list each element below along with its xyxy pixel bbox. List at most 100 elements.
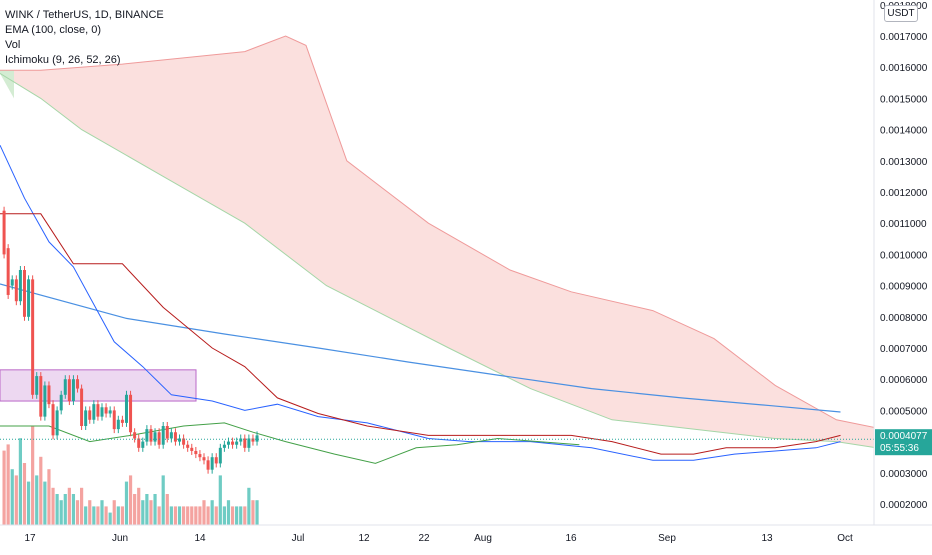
volume-bar [84,506,88,525]
candle [206,460,210,470]
volume-bar [133,494,137,525]
candle [31,279,35,395]
candle [39,376,43,417]
candle [112,410,116,430]
candle [43,385,47,417]
volume-bar [239,506,243,525]
volume-bar [243,506,247,525]
volume-bar [108,512,112,525]
legend-ichimoku[interactable]: Ichimoku (9, 26, 52, 26) [5,54,121,66]
volume-bar [22,463,27,525]
volume-bars [2,425,259,525]
candle [210,457,214,470]
candle [35,376,39,395]
volume-bar [222,506,226,525]
candle [120,419,124,423]
price-tick-label: 0.0005000 [880,406,928,417]
volume-bar [2,450,6,525]
candle [190,447,194,451]
candle [2,210,6,255]
volume-bar [96,506,100,525]
volume-bar [177,506,182,525]
volume-bar [35,475,39,525]
price-tick-label: 0.0015000 [880,94,928,105]
volume-bar [100,500,104,525]
price-tick-label: 0.0014000 [880,126,928,137]
price-tick-label: 0.0011000 [880,219,927,230]
candles [2,206,259,474]
price-tick-label: 0.0012000 [880,188,928,199]
legend-vol[interactable]: Vol [5,39,21,51]
cloud-lead-a [0,35,932,433]
candle [239,438,243,442]
candle [149,429,153,442]
volume-bar [47,469,51,525]
volume-bar [145,494,149,525]
volume-bar [31,425,35,525]
price-tag-bg [875,429,932,456]
candle [96,404,100,417]
time-tick-label: Aug [474,533,492,544]
time-tick-label: Sep [658,533,676,544]
candle [235,441,239,445]
currency-button[interactable]: USDT [884,5,918,22]
volume-bar [202,500,206,525]
volume-bar [55,494,59,525]
candle [226,441,230,445]
candle [100,407,104,417]
candle [173,432,177,442]
volume-bar [120,506,124,525]
candle [182,438,186,445]
volume-bar [51,487,55,525]
candle [92,404,96,420]
volume-bar [14,475,18,525]
volume-bar [59,500,63,525]
ichimoku-cloud [0,36,932,453]
candle [80,388,84,426]
volume-bar [128,475,133,525]
price-tick-label: 0.0009000 [880,282,928,293]
volume-bar [141,500,145,525]
candle [47,385,51,405]
legend-ema[interactable]: EMA (100, close, 0) [5,24,101,36]
volume-bar [63,494,67,525]
volume-bar [218,475,222,525]
time-tick-label: Jul [292,533,305,544]
volume-bar [88,500,92,525]
legend-symbol[interactable]: WINK / TetherUS, 1D, BINANCE [5,9,164,21]
price-tick-label: 0.0007000 [880,344,928,355]
volume-bar [251,500,255,525]
candle [186,444,190,448]
volume-bar [230,506,235,525]
candle [198,454,202,458]
candle [116,419,120,430]
volume-bar [112,500,116,525]
volume-bar [190,506,194,525]
price-tick-label: 0.0003000 [880,469,928,480]
candle [255,435,259,442]
candle [18,270,22,302]
time-axis: 17 Jun 14 Jul 12 22 Aug 16 Sep 13 Oct [0,524,932,550]
time-tick-label: 17 [24,533,36,544]
volume-bar [194,506,198,525]
candle [71,379,75,402]
candle [55,410,59,436]
candle [108,410,112,414]
price-tick-label: 0.0008000 [880,313,928,324]
time-tick-label: Jun [112,533,128,544]
time-tick-label: 13 [761,533,773,544]
volume-bar [173,506,178,525]
candle [104,407,108,414]
volume-bar [75,500,80,525]
volume-bar [206,506,210,525]
time-tick-label: 16 [565,533,577,544]
volume-bar [255,500,259,525]
candle [218,447,222,464]
time-tick-label: 12 [358,533,370,544]
candle [129,394,133,433]
ichimoku-cloud-bull [0,70,14,99]
price-tick-label: 0.0017000 [880,32,928,43]
